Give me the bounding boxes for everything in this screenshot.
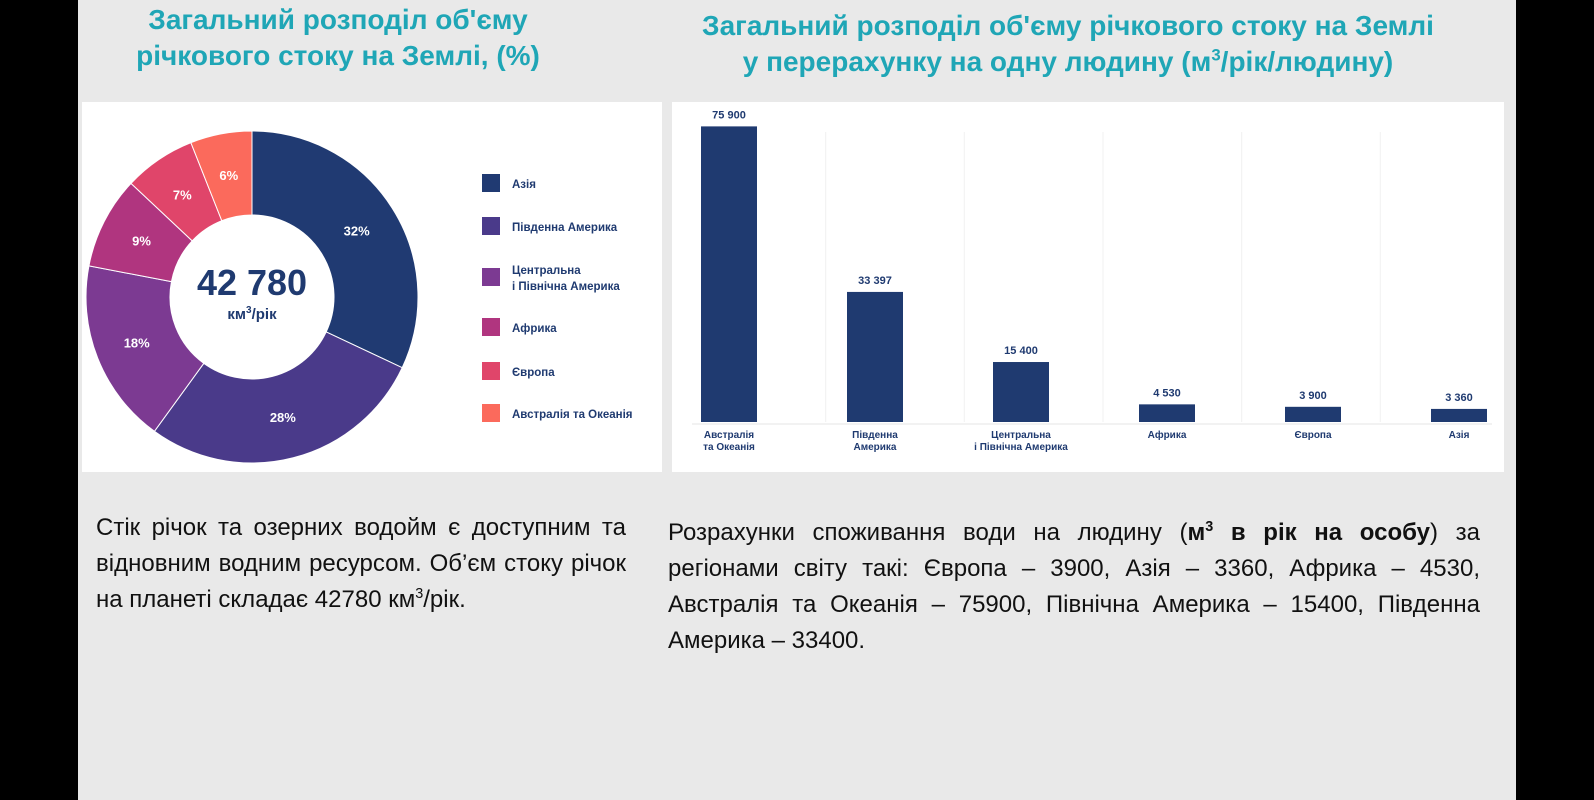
consumption-description: Розрахунки споживання води на людину (м3… (668, 515, 1480, 659)
donut-center-unit: км3/рік (227, 305, 277, 323)
slide: Загальний розподіл об'єму річкового сток… (78, 0, 1516, 800)
donut-slice-label-5: 7% (173, 187, 192, 202)
legend-swatch-2 (482, 217, 500, 235)
bar-chart-title-line2-end: /рік/людину) (1220, 46, 1394, 77)
donut-slice-label-4: 9% (132, 234, 151, 249)
consumption-description-bold-sup: 3 (1205, 519, 1214, 535)
bar-1 (701, 126, 757, 423)
bar-value-label-4: 4 530 (1153, 387, 1181, 399)
runoff-description-main: Стік річок та озерних водойм є доступним… (96, 514, 626, 613)
bar-chart-title-line1: Загальний розподіл об'єму річкового сток… (702, 10, 1434, 41)
donut-slice-6 (190, 130, 253, 222)
bar-2 (847, 291, 903, 422)
legend-swatch-1 (482, 174, 500, 192)
donut-slice-2 (153, 331, 403, 464)
bar-chart-panel: 75 900 Австралія та Океанія 33 397 Південна А… (672, 102, 1504, 472)
donut-center-value: 42 780 (197, 262, 307, 303)
consumption-description-bold-unit: м (1187, 519, 1206, 546)
bar-value-label-1: 75 900 (712, 109, 746, 121)
bar-category-label-3-line2: і Північна Америка (974, 442, 1068, 453)
donut-slice-1 (251, 130, 419, 369)
bar-6 (1431, 408, 1487, 422)
donut-chart-panel: 32% 28% 18% 9% 7% 6% 42 780 км3/рік Азія Південна… (82, 102, 662, 472)
consumption-description-bold-text: в рік на особу (1213, 519, 1430, 546)
legend-swatch-4 (482, 318, 500, 336)
runoff-description-sup: 3 (415, 586, 424, 602)
runoff-description: Стік річок та озерних водойм є доступним… (96, 510, 626, 618)
legend-label-2: Південна Америка (512, 222, 618, 234)
bar-value-label-5: 3 900 (1299, 390, 1327, 402)
runoff-description-end: /рік. (423, 586, 466, 613)
legend-label-6: Австралія та Океанія (512, 409, 633, 421)
legend-swatch-3 (482, 268, 500, 286)
legend-label-3-line1: Центральна (512, 265, 581, 277)
donut-slice-label-1: 32% (344, 224, 370, 239)
bar-4 (1139, 404, 1195, 422)
bar-category-label-4: Африка (1148, 429, 1187, 441)
consumption-description-start: Розрахунки споживання води на людину ( (668, 519, 1188, 546)
bar-chart-title-sup: 3 (1211, 45, 1221, 65)
legend-label-5: Європа (512, 367, 555, 379)
bar-chart-title-line2: у перерахунку на одну людину (м (742, 46, 1212, 77)
bar-category-label-3-line1: Центральна (991, 430, 1051, 441)
donut-center-unit-end: /рік (252, 306, 277, 323)
bar-category-label-1-line2: та Океанія (703, 442, 755, 453)
bar-category-label-5: Європа (1294, 430, 1332, 441)
bar-value-label-6: 3 360 (1445, 392, 1473, 404)
legend-label-4: Африка (512, 323, 557, 335)
bar-category-label-1-line1: Австралія (704, 430, 754, 441)
bar-5 (1285, 406, 1341, 422)
donut-center-unit-sup: 3 (246, 305, 252, 316)
legend-label-3-line2: і Північна Америка (512, 281, 620, 293)
bar-value-label-3: 15 400 (1004, 345, 1038, 357)
bar-category-label-2-line2: Америка (853, 442, 896, 453)
donut-chart: 32% 28% 18% 9% 7% 6% 42 780 км3/рік Азія Південна… (85, 130, 633, 464)
bar-chart-title: Загальний розподіл об'єму річкового сток… (658, 8, 1478, 80)
legend-swatch-6 (482, 404, 500, 422)
bar-3 (993, 362, 1049, 422)
donut-slice-3 (85, 265, 205, 432)
consumption-description-bold: м3 в рік на особу (1187, 519, 1430, 546)
legend-label-1: Азія (512, 179, 536, 191)
bar-category-label-6: Азія (1449, 430, 1470, 441)
bar-value-label-2: 33 397 (858, 275, 892, 287)
legend-swatch-5 (482, 362, 500, 380)
donut-chart-title: Загальний розподіл об'єму річкового сток… (136, 4, 540, 71)
donut-slice-label-2: 28% (270, 410, 296, 425)
donut-center-unit-main: км (227, 306, 246, 323)
donut-slice-label-6: 6% (219, 168, 238, 183)
donut-slice-label-3: 18% (124, 336, 150, 351)
bar-category-label-2-line1: Південна (852, 430, 898, 441)
consumption-description-end: ) за регіонами світу такі: Європа – 3900… (668, 519, 1480, 654)
